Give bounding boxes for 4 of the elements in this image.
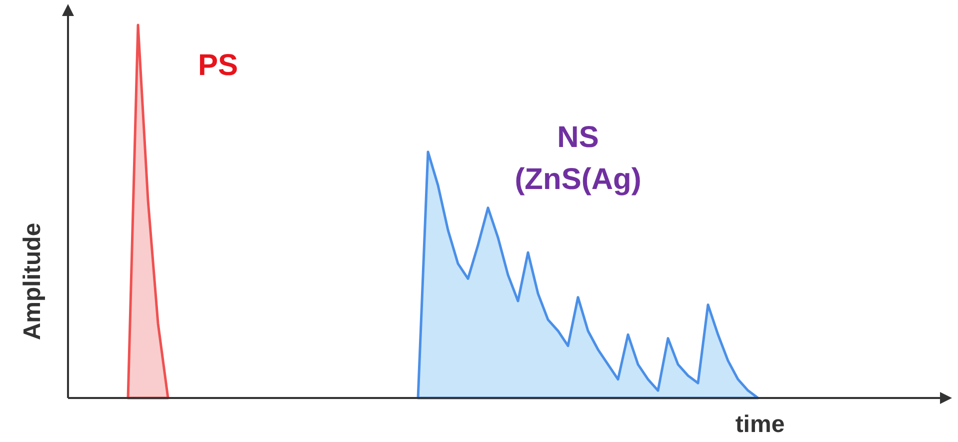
x-axis-title: time — [735, 411, 785, 438]
series-label: PS — [198, 49, 238, 82]
series-label: NS (ZnS(Ag) — [514, 120, 642, 196]
y-axis-title: Amplitude — [19, 222, 46, 340]
